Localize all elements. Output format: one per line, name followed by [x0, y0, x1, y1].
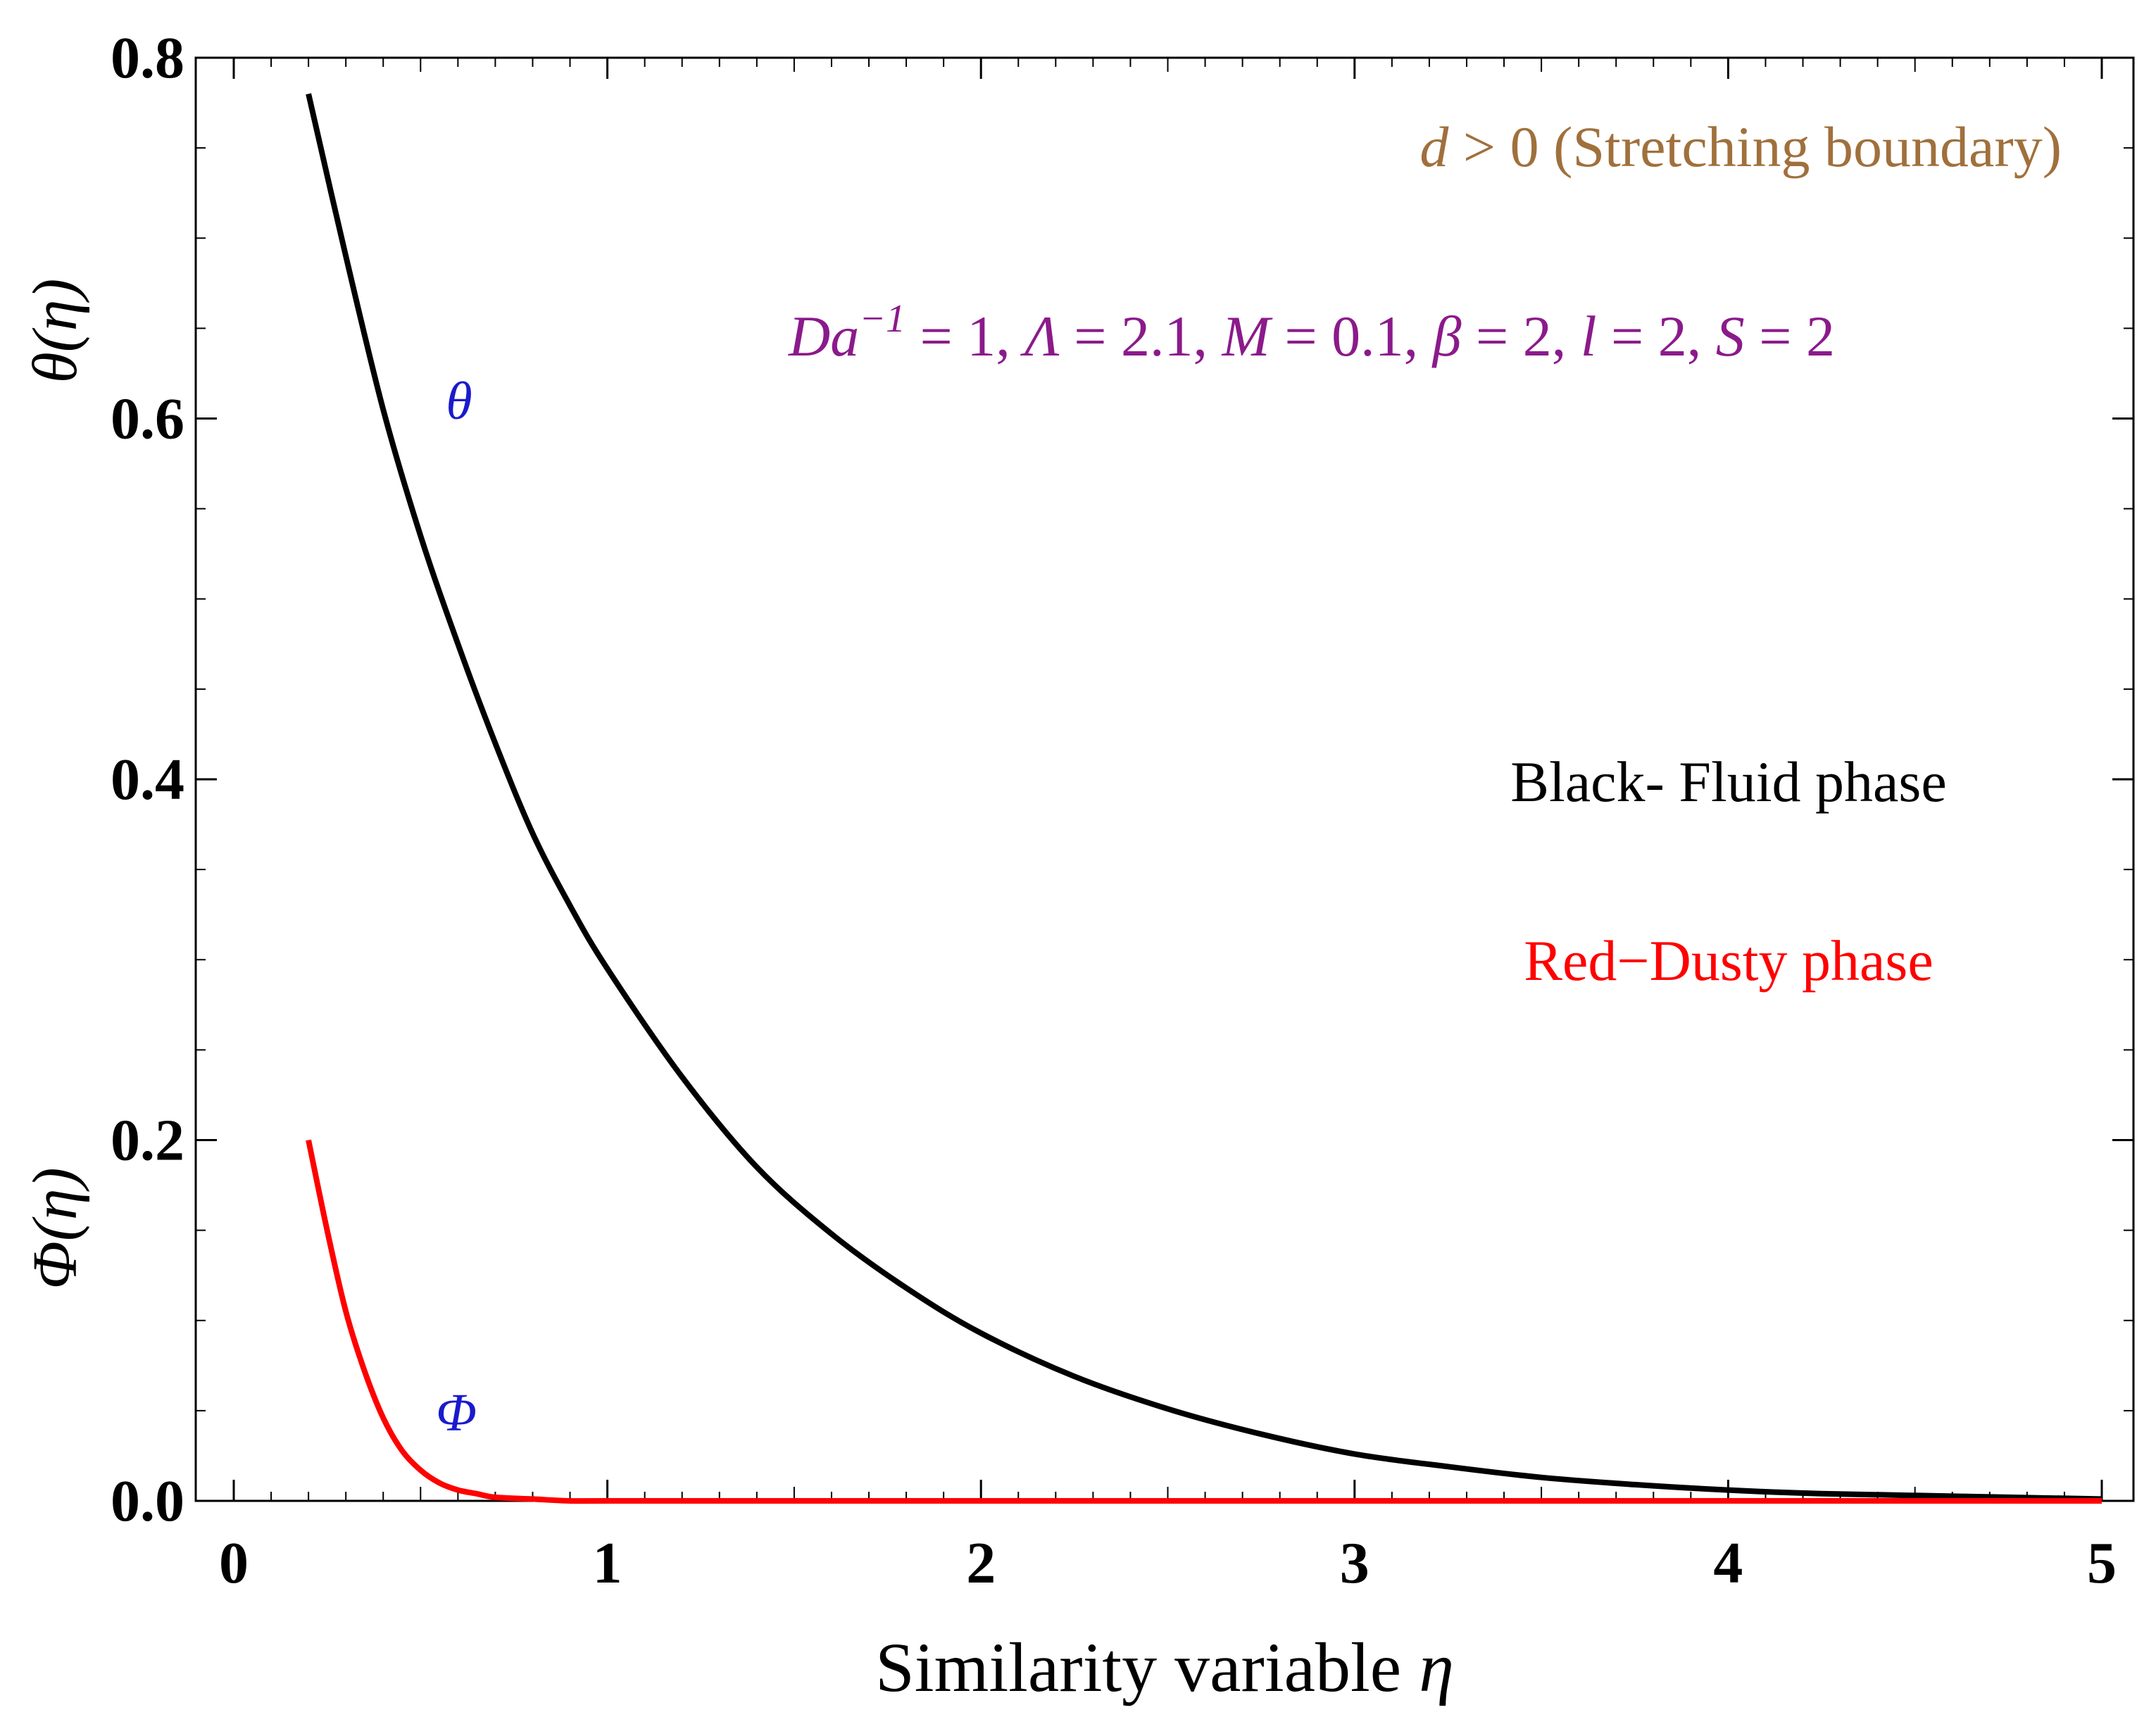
curve-label-theta: θ: [446, 372, 472, 431]
y-tick-label: 0.4: [111, 747, 184, 812]
y-tick-label: 0.8: [111, 25, 184, 91]
x-axis-title-text: Similarity variable: [875, 1628, 1419, 1706]
x-tick-label: 4: [1713, 1530, 1743, 1596]
param-da-val: = 1,: [905, 304, 1024, 368]
series-layer: [306, 93, 2102, 1504]
legend-dusty-phase: Red−Dusty phase: [1524, 929, 1933, 993]
series-phi-line: [306, 1139, 2102, 1504]
x-tick-label: 0: [219, 1530, 249, 1596]
param-beta-val: = 2,: [1461, 304, 1580, 368]
param-s: S: [1716, 304, 1745, 368]
y-tick-label: 0.2: [111, 1108, 184, 1174]
param-s-val: = 2: [1745, 304, 1835, 368]
param-l-val: = 2,: [1597, 304, 1716, 368]
param-da-exp: −1: [859, 297, 905, 341]
x-tick-labels: 0 1 2 3 4 5: [219, 1530, 2117, 1596]
x-tick-label: 2: [966, 1530, 996, 1596]
x-tick-label: 5: [2087, 1530, 2117, 1596]
x-axis-title: Similarity variable η: [875, 1628, 1454, 1706]
param-l: l: [1581, 304, 1597, 368]
boundary-annotation: d > 0 (Stretching boundary): [1419, 115, 2062, 179]
x-tick-label: 1: [593, 1530, 622, 1596]
param-lambda: Λ: [1020, 304, 1060, 368]
boundary-d: d: [1419, 115, 1449, 179]
y-tick-labels: 0.0 0.2 0.4 0.6 0.8: [111, 25, 184, 1534]
param-m-val: = 0.1,: [1270, 304, 1433, 368]
y-tick-label: 0.0: [111, 1468, 184, 1534]
x-tick-label: 3: [1340, 1530, 1370, 1596]
series-theta-line: [306, 93, 2102, 1502]
parameters-annotation: Da−1 = 1, Λ = 2.1, M = 0.1, β = 2, l = 2…: [788, 297, 1835, 368]
param-da: Da: [788, 304, 859, 368]
y-axis-title-lower: Φ(η): [20, 1167, 90, 1289]
y-tick-label: 0.6: [111, 386, 184, 452]
param-beta: β: [1431, 304, 1462, 368]
legend-fluid-phase: Black- Fluid phase: [1510, 750, 1946, 814]
x-axis-title-symbol: η: [1419, 1628, 1454, 1706]
boundary-rest: > 0 (Stretching boundary): [1448, 115, 2062, 179]
param-lambda-val: = 2.1,: [1060, 304, 1222, 368]
curve-label-phi: Φ: [436, 1383, 477, 1442]
y-axis-title-upper: θ(η): [20, 279, 90, 384]
ticks: [196, 56, 2133, 1502]
param-m: M: [1222, 304, 1274, 368]
